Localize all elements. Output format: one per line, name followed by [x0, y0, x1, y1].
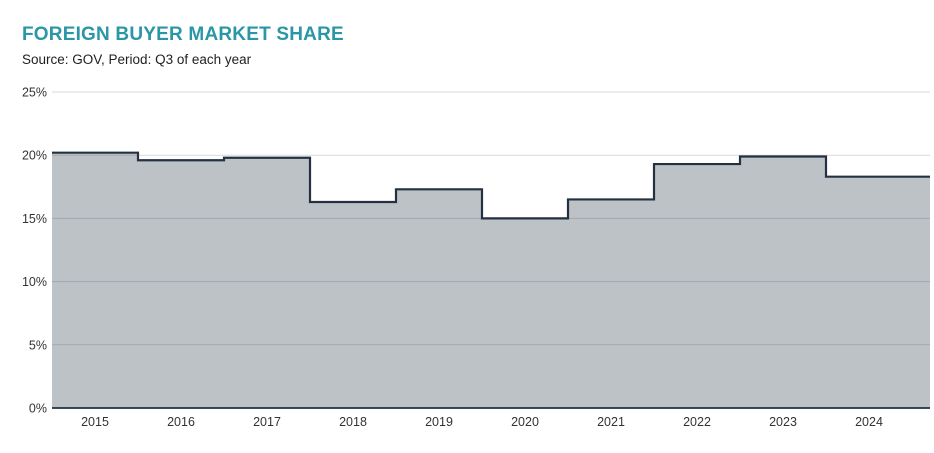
x-tick-label: 2023 [769, 415, 797, 429]
y-tick-label: 0% [29, 402, 47, 416]
x-tick-label: 2022 [683, 415, 711, 429]
x-tick-label: 2020 [511, 415, 539, 429]
x-tick-label: 2018 [339, 415, 367, 429]
x-tick-label: 2017 [253, 415, 281, 429]
x-tick-label: 2019 [425, 415, 453, 429]
series-step-line [52, 151, 930, 220]
page-title: FOREIGN BUYER MARKET SHARE [22, 24, 344, 45]
x-tick-label: 2021 [597, 415, 625, 429]
x-tick-label: 2015 [81, 415, 109, 429]
series-area-fill [52, 152, 930, 408]
chart-source-subtitle: Source: GOV, Period: Q3 of each year [22, 52, 252, 67]
y-tick-label: 25% [22, 86, 47, 100]
x-tick-label: 2016 [167, 415, 195, 429]
y-tick-label: 5% [29, 338, 47, 352]
x-tick-label: 2024 [855, 415, 883, 429]
y-tick-label: 15% [22, 212, 47, 226]
y-tick-label: 10% [22, 275, 47, 289]
y-tick-label: 20% [22, 149, 47, 163]
